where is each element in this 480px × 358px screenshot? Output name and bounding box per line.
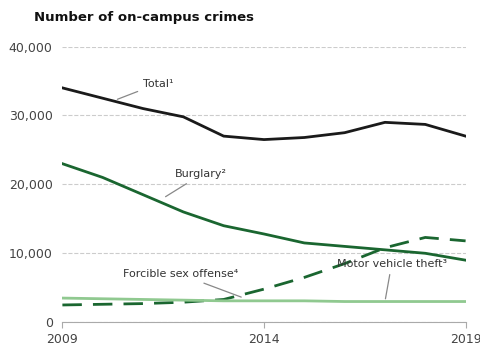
- Text: Burglary²: Burglary²: [166, 169, 228, 197]
- Text: Forcible sex offense⁴: Forcible sex offense⁴: [123, 270, 241, 297]
- Text: Motor vehicle theft³: Motor vehicle theft³: [336, 259, 447, 299]
- Text: Total¹: Total¹: [118, 78, 174, 99]
- Text: Number of on-campus crimes: Number of on-campus crimes: [34, 11, 253, 24]
